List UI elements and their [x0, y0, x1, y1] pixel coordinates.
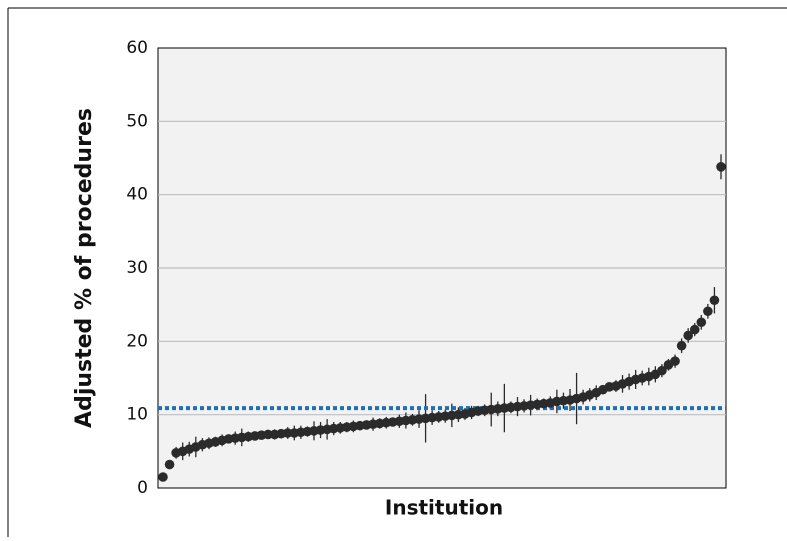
point	[158, 472, 168, 482]
point	[716, 162, 726, 172]
y-tick-label: 50	[126, 111, 148, 131]
y-axis-label: Adjusted % of procedures	[72, 108, 97, 428]
y-tick-label: 60	[126, 38, 148, 58]
point	[282, 428, 293, 438]
point	[709, 295, 720, 306]
point	[689, 324, 700, 335]
point	[657, 365, 667, 376]
y-tick-label: 0	[137, 478, 148, 498]
y-tick-label: 20	[126, 331, 148, 351]
point	[703, 306, 713, 317]
point	[696, 317, 707, 328]
y-tick-label: 10	[126, 405, 148, 425]
point	[164, 459, 175, 470]
point	[263, 429, 273, 440]
point	[683, 330, 693, 341]
y-tick-label: 40	[126, 185, 148, 205]
x-axis-label: Institution	[385, 496, 503, 520]
point	[670, 356, 680, 366]
point	[676, 340, 687, 351]
y-tick-label: 30	[126, 258, 148, 278]
